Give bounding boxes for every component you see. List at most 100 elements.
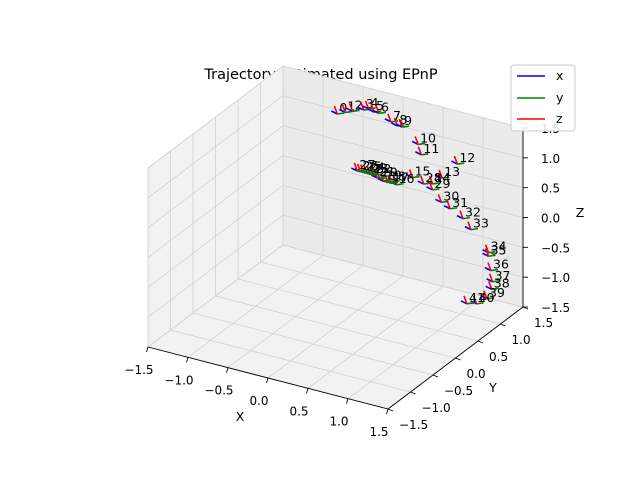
pose-label: 14: [435, 170, 451, 185]
pose-39: 39: [480, 285, 505, 300]
pose-z-axis: [392, 176, 398, 186]
pose-z-axis: [487, 262, 492, 271]
pose-y-axis: [396, 182, 404, 186]
pose-label: 37: [495, 268, 511, 283]
y-tick-label: 1.5: [534, 316, 553, 330]
trajectory-poses: 0123456789101112131415161718192021222324…: [330, 95, 511, 305]
pose-z-axis: [438, 169, 443, 179]
pose-label: 39: [489, 285, 505, 300]
pose-37: 37: [486, 268, 511, 283]
pose-label: 4: [371, 95, 379, 110]
pose-label: 17: [393, 169, 409, 184]
pose-29: 29: [426, 176, 451, 191]
y-tick-mark: [432, 374, 439, 378]
pose-32: 32: [456, 205, 481, 220]
pose-z-axis: [472, 295, 478, 305]
pose-z-axis: [341, 104, 347, 113]
z-tick-label: 0.0: [541, 212, 560, 226]
pose-label: 7: [393, 108, 401, 123]
y-tick-mark: [500, 323, 506, 327]
x-tick-mark: [306, 388, 309, 394]
y-tick-label: 0.0: [467, 367, 486, 381]
pose-label: 28: [426, 170, 442, 185]
pose-label: 21: [379, 164, 395, 179]
pose-label: 38: [494, 275, 510, 290]
z-tick-label: −1.0: [541, 271, 570, 285]
pose-z-axis: [428, 175, 434, 185]
pose-label: 30: [443, 188, 459, 203]
pose-label: 33: [473, 216, 489, 231]
pose-z-axis: [398, 118, 403, 128]
pose-z-axis: [463, 295, 468, 305]
pose-y-axis: [432, 182, 440, 185]
pose-2: 2: [346, 97, 363, 112]
pose-36: 36: [484, 257, 509, 272]
pose-z-axis: [348, 103, 354, 112]
pose-y-axis: [373, 173, 381, 176]
pose-label: 23: [372, 160, 388, 175]
y-tick-label: 1.0: [512, 333, 531, 347]
x-tick-mark: [226, 367, 229, 373]
pose-y-axis: [402, 125, 410, 128]
pose-y-axis: [476, 302, 484, 305]
legend-label-z: z: [556, 111, 563, 126]
x-tick-label: 0.0: [249, 394, 268, 408]
pose-label: 36: [493, 257, 509, 272]
pose-z-axis: [375, 105, 380, 114]
tick-labels: −1.5−1.0−0.50.00.51.01.5 −1.5−1.0−0.50.00…: [124, 122, 570, 439]
pose-y-axis: [383, 179, 391, 183]
pose-y-axis: [345, 110, 353, 114]
pose-label: 27: [359, 157, 375, 172]
pose-15: 15: [406, 164, 431, 179]
pose-label: 29: [435, 176, 451, 191]
pose-label: 40: [479, 290, 495, 305]
pose-y-axis: [432, 188, 440, 191]
pose-z-axis: [353, 162, 359, 172]
pose-y-axis: [442, 176, 450, 179]
x-tick-label: 1.5: [369, 425, 388, 439]
z-axis-label: Z: [576, 205, 585, 220]
pose-z-axis: [484, 244, 490, 253]
pose-y-axis: [337, 112, 345, 115]
pose-y-axis: [462, 216, 471, 220]
pose-31: 31: [443, 195, 468, 210]
pose-y-axis: [360, 170, 368, 173]
x-tick-label: −1.0: [164, 373, 193, 387]
pose-y-axis: [466, 301, 475, 305]
pose-label: 35: [491, 242, 507, 257]
z-tick-label: 0.5: [541, 182, 560, 196]
pose-34: 34: [482, 239, 507, 254]
legend-label-x: x: [556, 68, 563, 83]
grid-line-y-floor: [260, 261, 501, 325]
pose-y-axis: [379, 176, 387, 180]
pose-z-axis: [446, 200, 451, 210]
pose-y-axis: [457, 162, 465, 165]
x-tick-mark: [386, 408, 389, 415]
pose-z-axis: [333, 105, 339, 115]
pose-z-axis: [420, 175, 425, 185]
pose-label: 32: [465, 205, 481, 220]
pose-y-axis: [491, 287, 499, 291]
pose-y-axis: [357, 169, 365, 172]
axis-panes: [146, 64, 525, 410]
pose-35: 35: [482, 242, 507, 257]
pose-z-axis: [437, 194, 443, 203]
pose-label: 24: [369, 160, 385, 175]
z-tick-label: −1.5: [541, 301, 570, 315]
pose-z-axis: [414, 136, 419, 145]
pose-z-axis: [483, 290, 488, 300]
pose-label: 10: [420, 130, 436, 145]
pose-z-axis: [459, 210, 464, 219]
pose-y-axis: [486, 297, 495, 300]
pose-label: 25: [366, 159, 382, 174]
pose-y-axis: [377, 176, 385, 179]
pose-label: 26: [363, 158, 379, 173]
legend-label-y: y: [556, 90, 564, 105]
pose-z-axis: [364, 100, 370, 110]
pose-label: 20: [382, 165, 398, 180]
pose-z-axis: [417, 146, 423, 156]
legend: x y z: [510, 64, 576, 132]
pose-12: 12: [450, 150, 475, 165]
pose-label: 13: [444, 164, 460, 179]
